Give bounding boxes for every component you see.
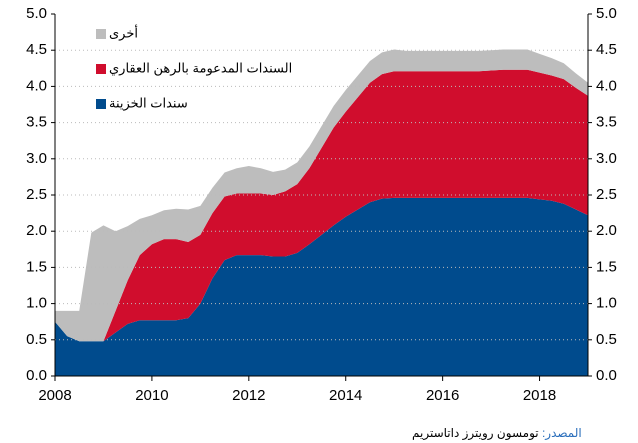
y-tick-label: 1.5 — [26, 258, 47, 275]
y-tick-label: 4.5 — [26, 41, 47, 58]
y2-tick-label: 2.5 — [596, 186, 617, 203]
y2-tick-label: 4.0 — [596, 77, 617, 94]
legend-label: السندات المدعومة بالرهن العقاري — [109, 60, 292, 76]
source: المصدر: تومسون رويترز داتاستريم — [412, 426, 582, 441]
y-tick-label: 1.0 — [26, 295, 47, 312]
y2-tick-label: 1.5 — [596, 258, 617, 275]
y2-tick-label: 3.5 — [596, 114, 617, 131]
x-tick-label: 2016 — [426, 387, 459, 404]
y2-tick-label: 2.0 — [596, 222, 617, 239]
y-tick-label: 5.0 — [26, 5, 47, 22]
plot-area — [55, 49, 588, 376]
y-tick-label: 0.5 — [26, 331, 47, 348]
y2-tick-label: 3.0 — [596, 150, 617, 167]
y-tick-label: 3.0 — [26, 150, 47, 167]
area — [55, 197, 588, 376]
y-tick-label: 2.0 — [26, 222, 47, 239]
x-tick-label: 2008 — [38, 387, 71, 404]
y2-tick-label: 0.0 — [596, 367, 617, 384]
source-label: المصدر: — [542, 426, 582, 441]
legend-swatch — [96, 29, 106, 39]
y2-tick-label: 4.5 — [596, 41, 617, 58]
y2-tick-label: 0.5 — [596, 331, 617, 348]
y-tick-label: 2.5 — [26, 186, 47, 203]
y2-tick-label: 1.0 — [596, 295, 617, 312]
legend-label: أخرى — [109, 24, 138, 41]
x-tick-label: 2018 — [523, 387, 556, 404]
y-tick-label: 0.0 — [26, 367, 47, 384]
x-tick-label: 2014 — [329, 387, 362, 404]
area — [55, 49, 588, 342]
x-tick-label: 2010 — [135, 387, 168, 404]
y-tick-label: 4.0 — [26, 77, 47, 94]
legend-swatch — [96, 64, 106, 74]
source-text: تومسون رويترز داتاستريم — [412, 426, 539, 441]
area — [55, 69, 588, 342]
y-tick-label: 3.5 — [26, 114, 47, 131]
legend-label: سندات الخزينة — [109, 95, 188, 111]
y2-tick-label: 5.0 — [596, 5, 617, 22]
x-tick-label: 2012 — [232, 387, 265, 404]
legend-swatch — [96, 99, 106, 109]
